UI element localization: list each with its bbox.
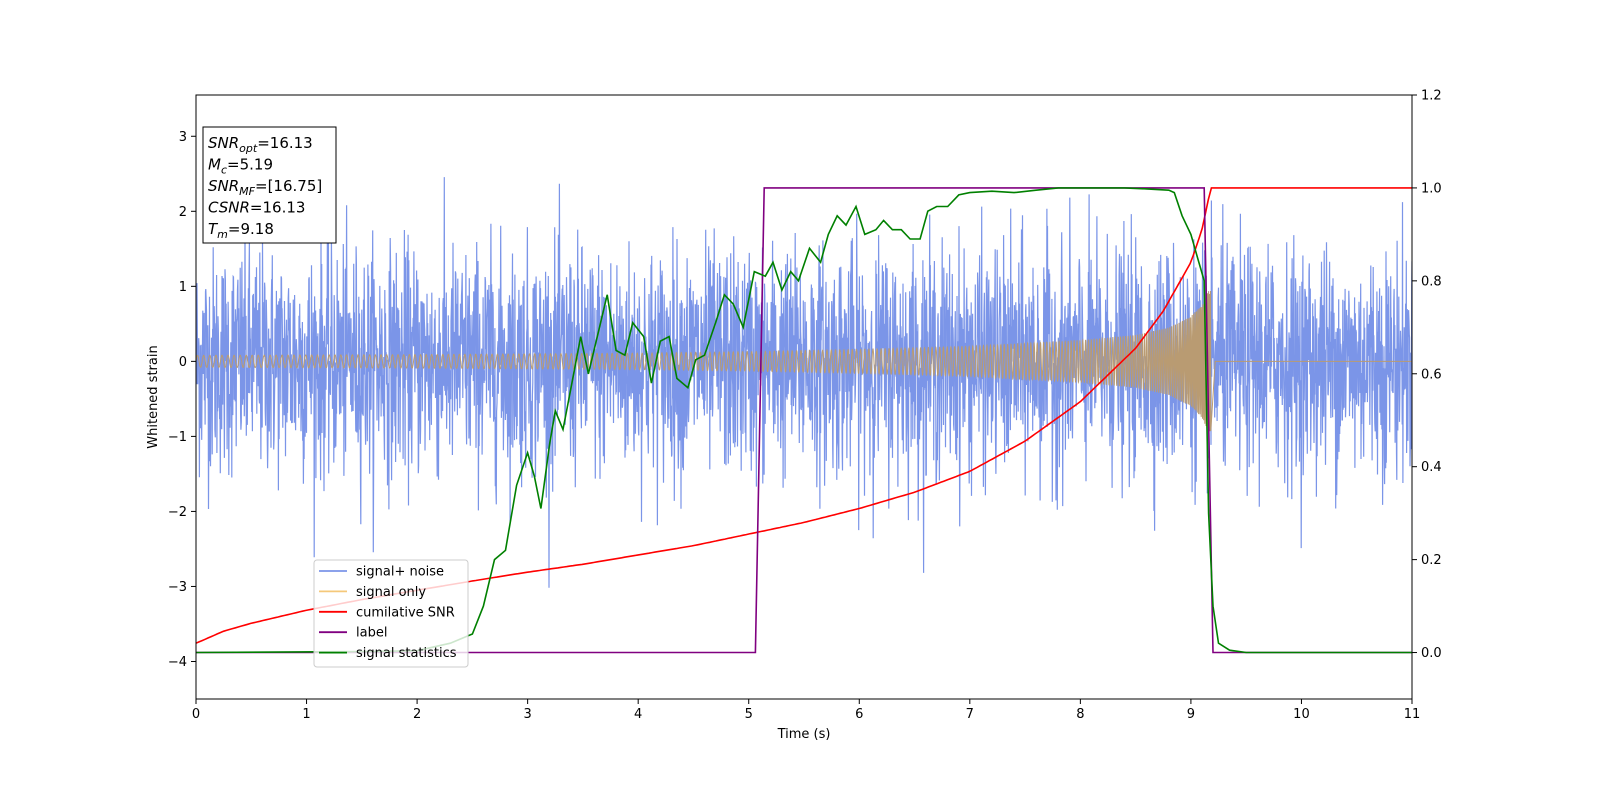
legend-entry: label — [356, 626, 387, 641]
y-axis-label: Whitened strain — [146, 345, 161, 448]
x-tick-label: 3 — [523, 707, 531, 722]
legend: signal+ noise signal only cumilative SNR la… — [313, 559, 469, 668]
y-tick-label: 1 — [179, 280, 187, 295]
legend-frame — [313, 559, 469, 668]
y2-tick-label: 1.2 — [1421, 89, 1442, 104]
y2-tick-label: 0.4 — [1421, 460, 1442, 475]
x-tick-label: 4 — [634, 707, 642, 722]
info-line: SNRMF=[16.75] — [208, 177, 322, 198]
series-signal-plus-noise — [196, 177, 1412, 588]
x-tick-label: 5 — [745, 707, 753, 722]
x-tick-label: 0 — [192, 707, 200, 722]
y-tick-label: 3 — [179, 130, 187, 145]
y-tick-label: −3 — [168, 580, 187, 595]
x-tick-label: 1 — [302, 707, 310, 722]
info-box-frame — [202, 126, 337, 244]
y2-tick-label: 0.0 — [1421, 646, 1442, 661]
plot-frame — [195, 94, 1413, 700]
y2-tick-label: 0.2 — [1421, 553, 1442, 568]
y-tick-label: −2 — [168, 505, 187, 520]
x-tick-label: 6 — [855, 707, 863, 722]
y2-tick-label: 0.6 — [1421, 367, 1442, 382]
axes-layer: 0 1 2 3 4 5 6 7 8 9 10 11 −4 −3 −2 −1 0 1 2 3 0.0 0.2 0.4 0.6 0.… — [168, 89, 1442, 723]
info-line: Tm=9.18 — [208, 220, 274, 241]
legend-entry: signal only — [356, 585, 426, 600]
x-tick-label: 7 — [966, 707, 974, 722]
x-tick-label: 9 — [1187, 707, 1195, 722]
info-line: Mc=5.19 — [208, 156, 273, 177]
y-tick-label: 0 — [179, 355, 187, 370]
legend-entry: signal+ noise — [356, 565, 444, 580]
series-signal-only — [196, 290, 1412, 432]
y2-tick-label: 1.0 — [1421, 181, 1442, 196]
y-tick-label: −4 — [168, 655, 187, 670]
info-box: SNRopt=16.13Mc=5.19SNRMF=[16.75]CSNR=16.… — [202, 126, 337, 244]
x-tick-label: 2 — [413, 707, 421, 722]
y2-tick-label: 0.8 — [1421, 274, 1442, 289]
x-axis-label: Time (s) — [777, 727, 831, 742]
x-tick-label: 10 — [1293, 707, 1310, 722]
info-line: CSNR=16.13 — [208, 199, 305, 217]
legend-entry: cumilative SNR — [356, 605, 455, 620]
x-tick-label: 8 — [1076, 707, 1084, 722]
x-tick-label: 11 — [1404, 707, 1421, 722]
legend-entry: signal statistics — [356, 646, 457, 661]
y-tick-label: −1 — [168, 430, 187, 445]
series-signal-statistics — [196, 187, 1412, 654]
info-line: SNRopt=16.13 — [208, 134, 313, 155]
y-tick-label: 2 — [179, 205, 187, 220]
